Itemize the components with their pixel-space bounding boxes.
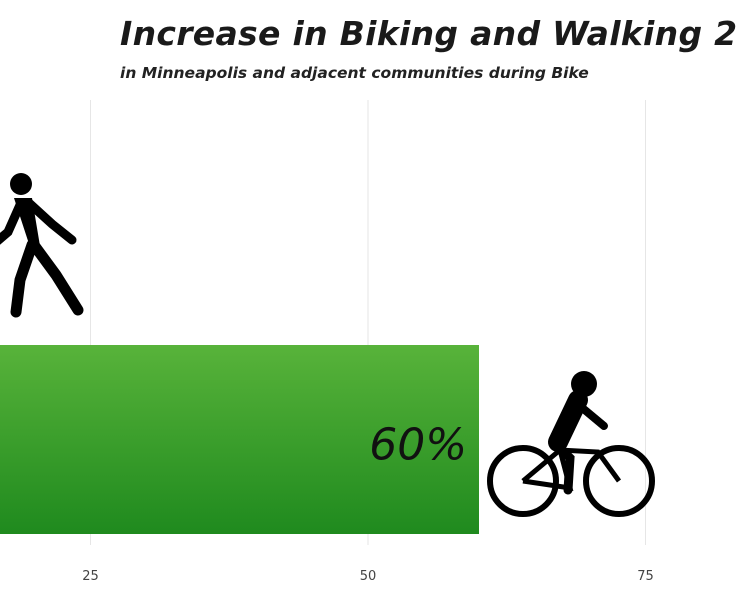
chart-title: Increase in Biking and Walking 2 xyxy=(120,14,738,53)
bar-value-label: 60% xyxy=(369,420,467,471)
x-tick-label: 75 xyxy=(637,569,654,584)
bars xyxy=(0,345,479,534)
data-labels: 60% xyxy=(369,420,467,471)
cyclist-icon xyxy=(487,371,655,517)
chart-subtitle: in Minneapolis and adjacent communities … xyxy=(120,64,589,82)
pedestrian-icon xyxy=(0,173,84,318)
x-axis-ticks: 25 50 75 xyxy=(82,569,654,584)
x-tick-label: 50 xyxy=(360,569,377,584)
bar xyxy=(0,345,479,534)
x-tick-label: 25 xyxy=(82,569,99,584)
